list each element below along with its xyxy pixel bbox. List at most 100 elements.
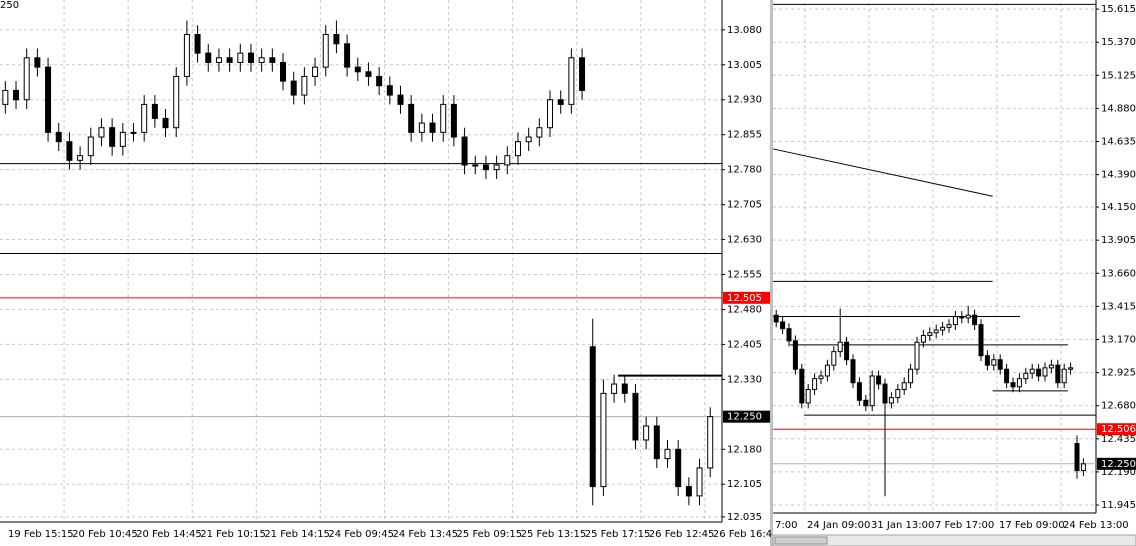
candle-body xyxy=(984,355,990,366)
candle-body xyxy=(450,103,457,138)
candle-body xyxy=(882,383,888,404)
candle-body xyxy=(664,448,671,460)
candle-body xyxy=(908,368,914,384)
candle-body xyxy=(194,33,201,54)
candle-body xyxy=(914,341,920,370)
x-tick-label: 21 Feb 14:15 xyxy=(264,529,330,540)
candle-body xyxy=(786,328,792,342)
candle-body xyxy=(397,94,404,105)
candle-body xyxy=(1023,372,1029,380)
candle-body xyxy=(600,392,607,488)
candle-body xyxy=(258,57,265,63)
price-label-box xyxy=(1097,457,1136,470)
candle-body xyxy=(653,425,660,460)
candle-body xyxy=(831,351,837,366)
candle-body xyxy=(876,375,882,385)
candle-body xyxy=(119,131,126,147)
candle-body xyxy=(247,52,254,63)
candle-body xyxy=(141,103,148,133)
splitter[interactable] xyxy=(770,0,773,546)
x-tick-label: 20 Feb 14:45 xyxy=(136,529,202,540)
candle-body xyxy=(1004,368,1010,384)
y-tick-label: 14.635 xyxy=(1101,137,1136,148)
y-tick-label: 12.930 xyxy=(727,95,762,106)
scrollbar[interactable] xyxy=(772,534,1136,546)
y-tick-label: 12.630 xyxy=(727,235,762,246)
candle-body xyxy=(901,382,907,390)
x-tick-label: 31 Jan 13:00 xyxy=(871,520,934,531)
candle-body xyxy=(643,425,650,441)
candle-body xyxy=(579,57,586,91)
candle-body xyxy=(844,341,850,361)
candle-body xyxy=(77,155,84,161)
candle-body xyxy=(547,99,554,129)
candle-body xyxy=(109,127,116,147)
y-tick-label: 14.390 xyxy=(1101,170,1136,181)
candle-body xyxy=(773,314,779,323)
candle-body xyxy=(440,103,447,133)
x-tick-label: 24 Jan 09:00 xyxy=(807,520,870,531)
candle-body xyxy=(978,324,984,357)
candle-body xyxy=(66,141,73,161)
x-tick-label: 20 Feb 10:45 xyxy=(72,529,138,540)
candle-body xyxy=(959,316,965,319)
price-label: 12.506 xyxy=(1101,424,1136,435)
y-tick-label: 15.615 xyxy=(1101,4,1136,15)
y-tick-label: 12.855 xyxy=(727,130,762,141)
candle-body xyxy=(514,141,521,157)
candle-body xyxy=(130,131,137,134)
candle-body xyxy=(946,324,952,328)
candle-body xyxy=(812,378,818,390)
y-tick-label: 12.180 xyxy=(727,444,762,455)
x-tick-label: 19 Feb 15:15 xyxy=(8,529,74,540)
y-tick-label: 12.680 xyxy=(1101,401,1136,412)
price-label-box xyxy=(723,291,770,304)
candle-body xyxy=(611,383,618,394)
candle-body xyxy=(173,75,180,129)
candle-body xyxy=(1074,443,1080,472)
candle-body xyxy=(972,314,978,326)
y-tick-label: 12.705 xyxy=(727,200,762,211)
candle-body xyxy=(151,103,158,119)
candle-body xyxy=(792,340,798,370)
candle-body xyxy=(1055,364,1061,384)
candle-body xyxy=(226,57,233,63)
candle-body xyxy=(856,382,862,401)
y-tick-label: 14.880 xyxy=(1101,103,1136,114)
candle-body xyxy=(952,316,958,326)
candle-body xyxy=(13,89,20,101)
candle-body xyxy=(621,383,628,394)
y-tick-label: 12.035 xyxy=(727,512,762,523)
scrollbar-thumb[interactable] xyxy=(774,536,828,545)
x-tick-label: 26 Feb 12:45 xyxy=(649,529,715,540)
candle-body xyxy=(354,66,361,73)
candle-body xyxy=(780,321,786,330)
candle-body xyxy=(1048,364,1054,369)
candle-body xyxy=(493,164,500,171)
candle-body xyxy=(685,486,692,497)
candle-body xyxy=(205,52,212,63)
candle-body xyxy=(1016,378,1022,388)
candle-body xyxy=(344,43,351,68)
candle-body xyxy=(98,127,105,138)
y-tick-label: 12.780 xyxy=(727,165,762,176)
y-tick-label: 15.370 xyxy=(1101,37,1136,48)
candle-body xyxy=(799,368,805,404)
candle-body xyxy=(482,164,489,171)
candle-body xyxy=(376,75,383,87)
candle-body xyxy=(991,359,997,366)
candle-body xyxy=(45,66,52,133)
y-tick-label: 12.435 xyxy=(1101,434,1136,445)
candle-body xyxy=(87,136,94,157)
candle-body xyxy=(1042,367,1048,377)
candle-body xyxy=(504,155,511,166)
candle-body xyxy=(290,80,297,96)
candle-body xyxy=(863,399,869,407)
candle-body xyxy=(386,85,393,96)
y-tick-label: 14.150 xyxy=(1101,202,1136,213)
candle-body xyxy=(472,164,479,167)
candle-body xyxy=(933,329,939,334)
candle-body xyxy=(525,136,532,143)
price-label-box xyxy=(1097,423,1136,436)
